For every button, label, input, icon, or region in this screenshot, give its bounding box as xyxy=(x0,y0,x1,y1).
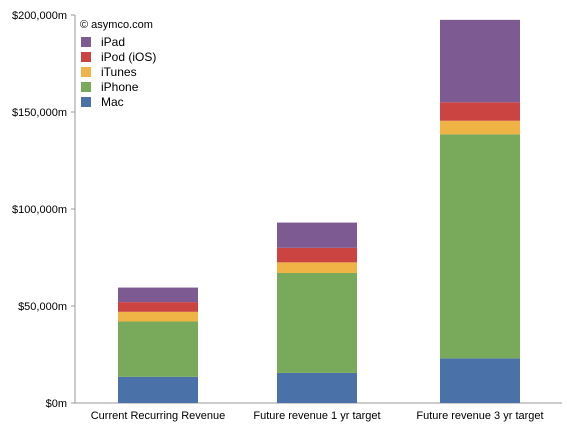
legend-label-iphone: iPhone xyxy=(101,80,139,94)
bar-ipod-ios-3 xyxy=(440,102,520,121)
legend-swatch-ipad xyxy=(81,37,91,47)
legend-swatch-itunes xyxy=(81,67,91,77)
legend-label-ipod-ios: iPod (iOS) xyxy=(101,50,156,64)
y-tick-label: $0m xyxy=(46,398,67,410)
legend-swatch-mac xyxy=(81,97,91,107)
legend-swatch-ipod-ios xyxy=(81,52,91,62)
bar-itunes-1 xyxy=(118,311,198,322)
bar-ipad-3 xyxy=(440,19,520,103)
x-tick-label: Future revenue 3 yr target xyxy=(416,410,543,422)
bar-mac-3 xyxy=(440,358,520,403)
y-tick-label: $100,000m xyxy=(12,204,67,216)
y-tick-label: $200,000m xyxy=(12,10,67,22)
bar-ipad-1 xyxy=(118,287,198,303)
bar-mac-1 xyxy=(118,376,198,403)
bar-ipod-ios-1 xyxy=(118,302,198,312)
legend-label-ipad: iPad xyxy=(101,35,125,49)
bar-itunes-3 xyxy=(440,120,520,135)
bar-iphone-3 xyxy=(440,134,520,359)
watermark: © asymco.com xyxy=(80,19,153,31)
bar-ipad-2 xyxy=(277,222,357,248)
y-tick-label: $150,000m xyxy=(12,107,67,119)
x-tick-label: Future revenue 1 yr target xyxy=(253,410,380,422)
legend-label-mac: Mac xyxy=(101,95,124,109)
x-tick-label: Current Recurring Revenue xyxy=(91,410,226,422)
bar-mac-2 xyxy=(277,372,357,403)
legend-label-itunes: iTunes xyxy=(101,65,137,79)
y-tick-label: $50,000m xyxy=(18,301,67,313)
x-tick-labels: Current Recurring Revenue Future revenue … xyxy=(91,410,544,422)
bar-itunes-2 xyxy=(277,262,357,274)
bar-iphone-1 xyxy=(118,321,198,377)
legend-swatch-iphone xyxy=(81,82,91,92)
bars xyxy=(118,19,520,403)
y-tick-labels: $0m $50,000m $100,000m $150,000m $200,000m xyxy=(12,10,67,410)
bar-iphone-2 xyxy=(277,273,357,373)
bar-ipod-ios-2 xyxy=(277,247,357,263)
